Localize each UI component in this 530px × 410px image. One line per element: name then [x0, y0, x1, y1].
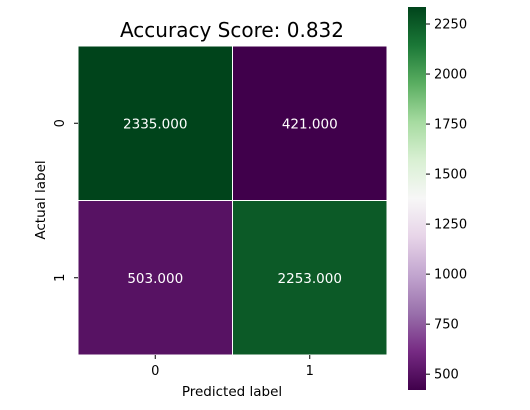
y-tick-label: 0: [53, 119, 68, 127]
x-tick-label: 0: [151, 364, 159, 379]
colorbar-ticks: 500 750 1000 1250 1500 1750 2000 2250: [426, 18, 467, 383]
colorbar-tick-label: 1250: [434, 218, 467, 233]
colorbar-tick-label: 500: [434, 368, 459, 383]
x-axis-label: Predicted label: [182, 384, 282, 400]
colorbar-tick-label: 750: [434, 318, 459, 333]
heatmap-cell: [232, 45, 388, 201]
y-axis-label: Actual label: [33, 160, 49, 239]
cell-value-label: 503.000: [127, 271, 183, 287]
colorbar-tick-label: 1000: [434, 268, 467, 283]
heatmap-cell-labels: 2335.000 421.000 503.000 2253.000: [123, 116, 342, 287]
heatmap-cell: [232, 200, 388, 356]
colorbar-tick-label: 1500: [434, 168, 467, 183]
y-axis-ticks: 01: [53, 119, 78, 282]
x-tick-label: 1: [306, 364, 314, 379]
heatmap-cell: [77, 200, 233, 356]
y-tick-label: 1: [53, 274, 68, 282]
heatmap-cells: [77, 45, 388, 356]
cell-value-label: 2335.000: [123, 116, 187, 132]
colorbar: [408, 7, 426, 390]
colorbar-tick-label: 2000: [434, 68, 467, 83]
heatmap-cell: [77, 45, 233, 201]
colorbar-tick-label: 1750: [434, 118, 467, 133]
colorbar-tick-label: 2250: [434, 18, 467, 33]
cell-value-label: 421.000: [282, 116, 338, 132]
chart-title: Accuracy Score: 0.832: [120, 18, 344, 42]
cell-value-label: 2253.000: [278, 271, 342, 287]
